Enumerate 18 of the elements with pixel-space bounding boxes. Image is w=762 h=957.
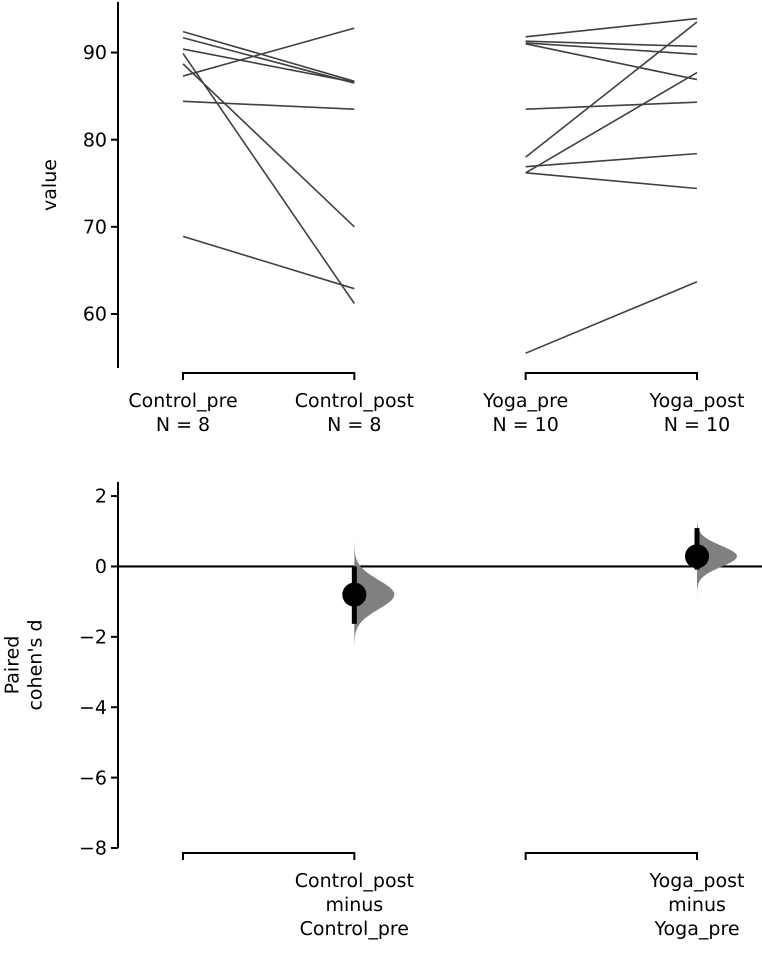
y-tick-label: −2 <box>78 626 107 648</box>
x-tick-label: Yoga_post N = 10 <box>648 390 744 436</box>
y-tick-label: 70 <box>82 216 107 238</box>
x-tick-label: Control_post minus Control_pre <box>294 870 414 940</box>
y-tick-label: 60 <box>82 304 107 326</box>
y-tick-label: 0 <box>94 556 107 578</box>
x-tick-label: Control_post N = 8 <box>294 390 414 436</box>
y-axis-title: Paired cohen's d <box>2 619 46 711</box>
y-tick-label: −6 <box>78 767 107 790</box>
y-tick-label: 90 <box>82 42 107 64</box>
x-tick-label: Yoga_pre N = 10 <box>482 390 568 436</box>
y-tick-label: 80 <box>82 129 107 152</box>
y-tick-label: −8 <box>78 838 107 860</box>
y-axis-title: value <box>39 159 61 211</box>
x-tick-label: Yoga_post minus Yoga_pre <box>648 870 744 940</box>
y-tick-label: 2 <box>94 486 107 508</box>
y-tick-label: −4 <box>78 696 107 719</box>
x-tick-label: Control_pre N = 8 <box>128 390 238 436</box>
